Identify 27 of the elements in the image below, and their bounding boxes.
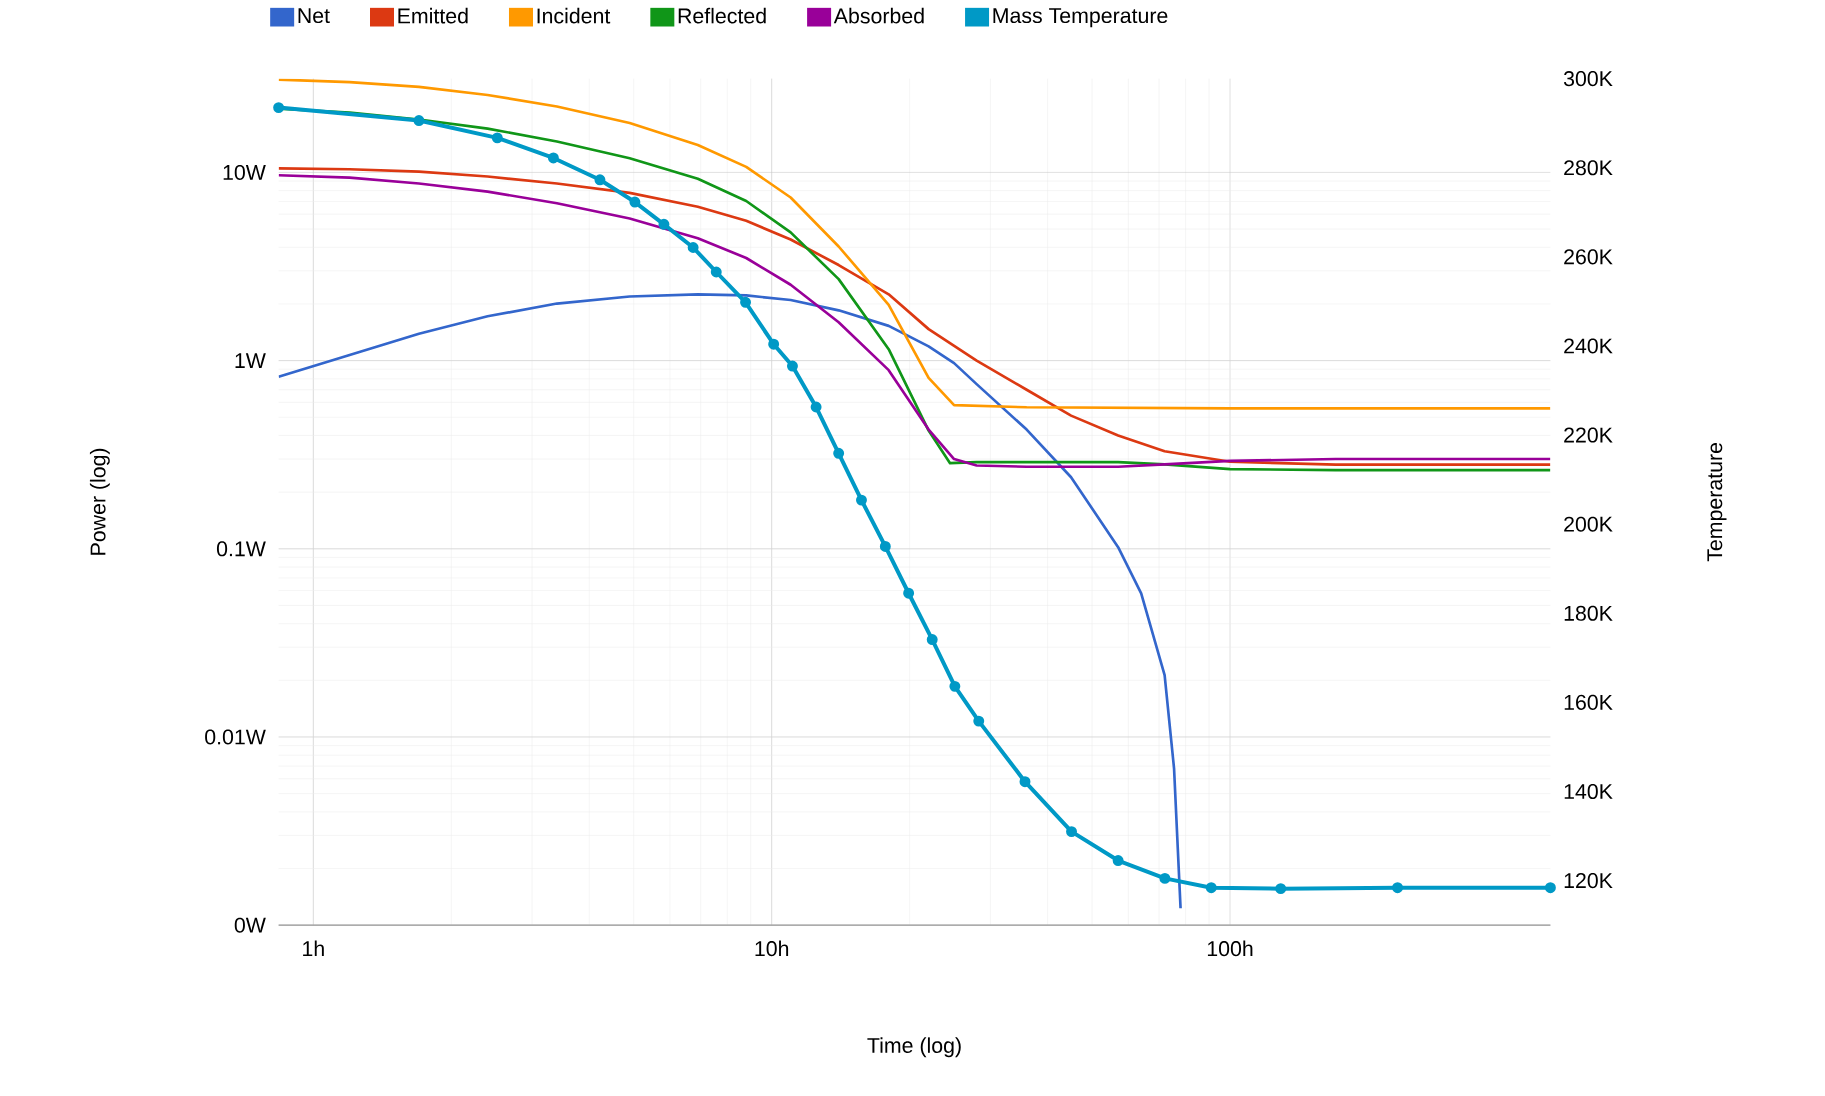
x-tick-label: 100h: [1207, 940, 1253, 957]
y2-tick-label: 140K: [1564, 784, 1613, 800]
y2-tick-label: 160K: [1564, 694, 1613, 711]
y-axis-title: Power (log): [89, 448, 110, 555]
legend-label: Emitted: [398, 7, 468, 24]
y-tick-label: 0.01W: [205, 729, 266, 745]
y2-tick-label: 280K: [1564, 160, 1613, 176]
y-tick-label: 1W: [235, 353, 266, 369]
x-axis-title: Time (log): [867, 1037, 961, 1058]
legend-label: Reflected: [678, 7, 766, 24]
y2-axis-title: Temperature: [1707, 443, 1727, 562]
y-tick-label: 10W: [223, 164, 266, 181]
legend-label: Absorbed: [833, 7, 924, 24]
y2-tick-label: 240K: [1564, 338, 1613, 354]
y-tick-label: 0W: [234, 917, 266, 933]
legend-label: Net: [298, 8, 330, 24]
y2-tick-label: 180K: [1564, 605, 1613, 621]
y2-tick-label: 260K: [1564, 249, 1613, 265]
y2-tick-label: 220K: [1564, 427, 1613, 443]
y2-tick-label: 200K: [1564, 516, 1613, 532]
legend-label: Mass Temperature: [993, 8, 1168, 28]
x-tick-label: 10h: [755, 940, 789, 957]
y2-tick-label: 300K: [1563, 71, 1613, 87]
x-tick-label: 1h: [303, 940, 324, 957]
legend-label: Incident: [537, 7, 611, 24]
y2-tick-label: 120K: [1564, 873, 1613, 889]
y-tick-label: 0.1W: [216, 541, 266, 557]
